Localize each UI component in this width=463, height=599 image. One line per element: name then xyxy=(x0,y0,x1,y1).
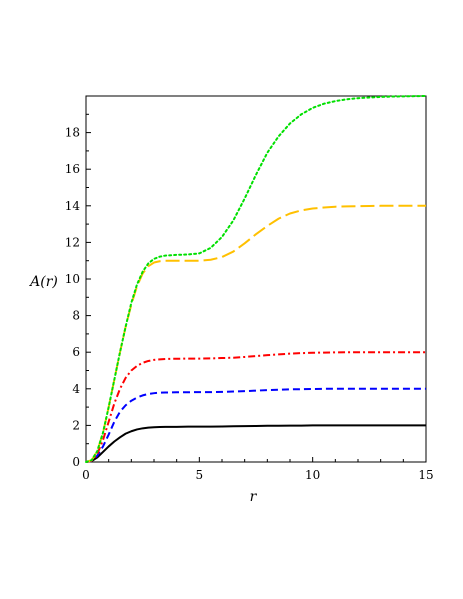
x-tick-label: 0 xyxy=(82,468,90,482)
y-tick-label: 6 xyxy=(72,345,80,359)
plot-frame xyxy=(85,95,427,463)
series-layer xyxy=(85,95,427,463)
y-tick-label: 16 xyxy=(65,162,80,176)
y-tick-label: 8 xyxy=(72,309,80,323)
axis-ticks: 0 5 10 15 0 2 4 6 8 10 12 14 16 18 xyxy=(65,113,434,482)
x-tick-label: 10 xyxy=(305,468,320,482)
y-axis-label: A(r) xyxy=(28,274,58,290)
y-tick-label: 10 xyxy=(65,272,80,286)
series-line-2 xyxy=(85,387,426,463)
y-tick-label: 12 xyxy=(65,235,80,249)
x-tick-label: 15 xyxy=(418,468,433,482)
y-tick-label: 14 xyxy=(65,199,81,213)
y-tick-label: 0 xyxy=(72,455,80,469)
x-axis-label: r xyxy=(250,489,258,505)
series-line-1 xyxy=(85,424,426,463)
axes-frame xyxy=(85,95,427,463)
x-tick-label: 5 xyxy=(196,468,204,482)
series-line-5 xyxy=(85,95,427,463)
y-tick-label: 4 xyxy=(72,382,80,396)
y-tick-label: 18 xyxy=(65,126,80,140)
series-line-3 xyxy=(85,351,426,463)
series-line-4 xyxy=(85,204,426,463)
y-tick-label: 2 xyxy=(72,418,80,432)
